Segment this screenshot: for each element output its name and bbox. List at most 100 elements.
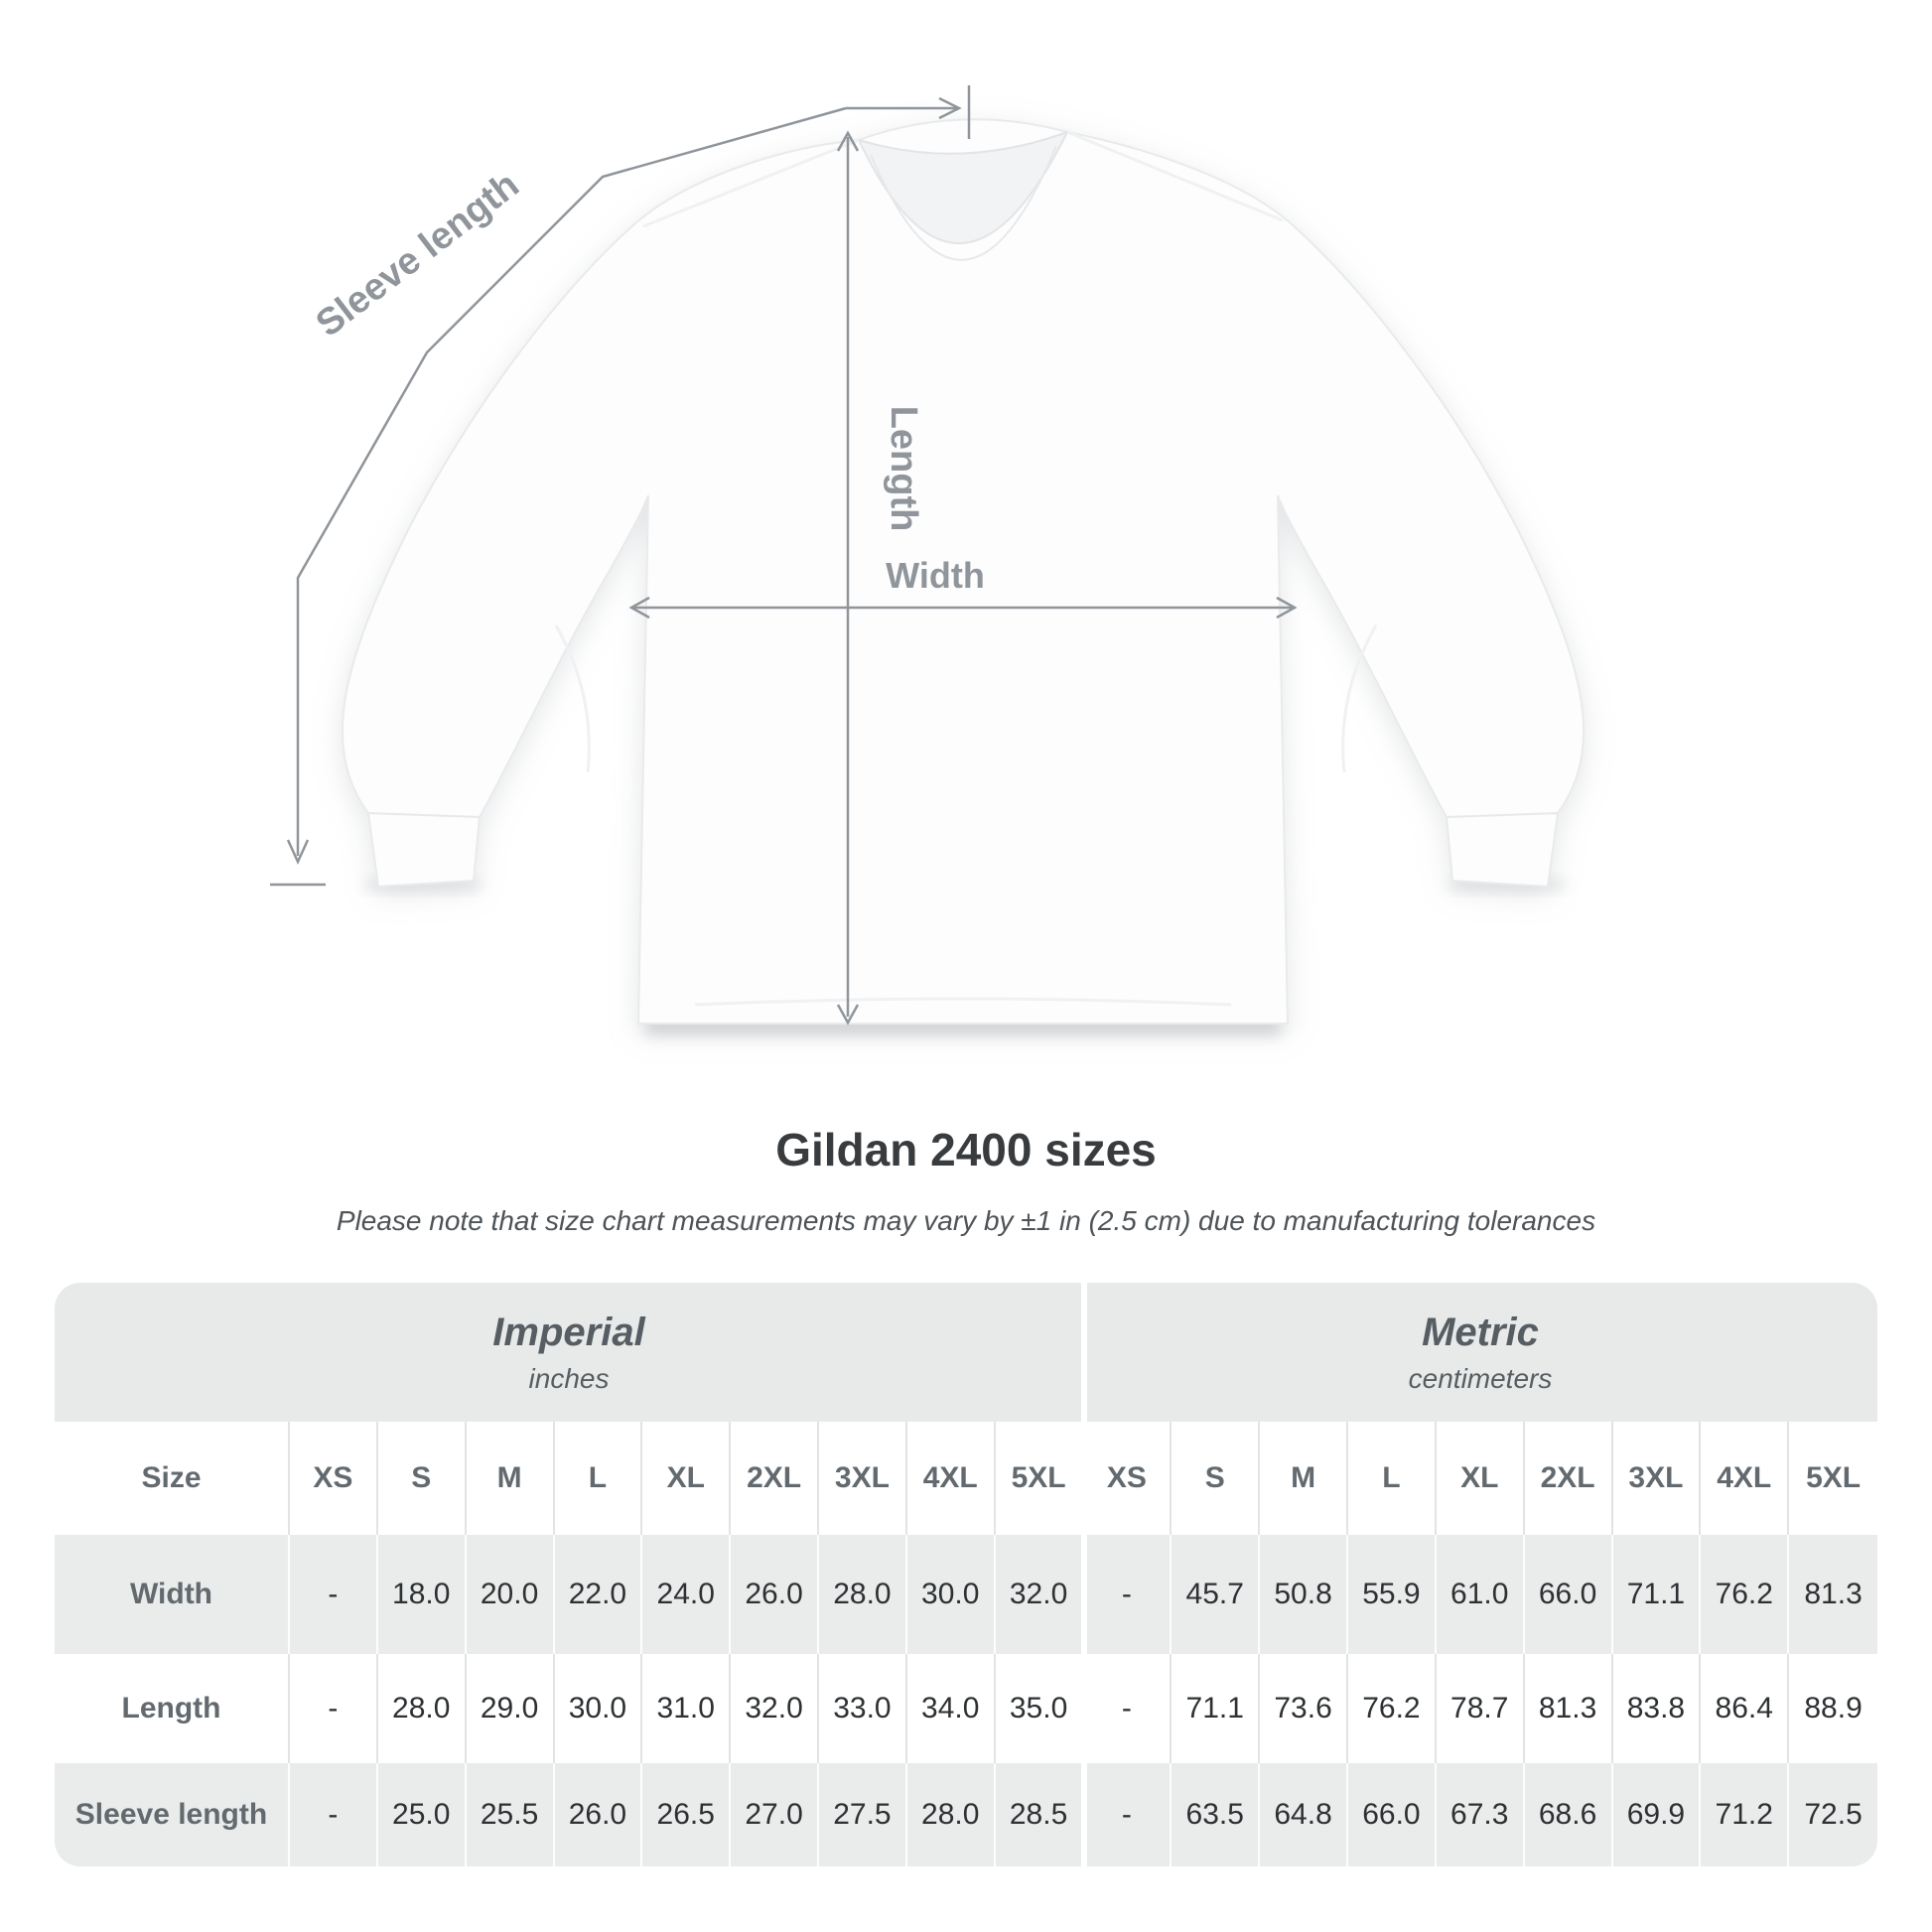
imperial-value: 34.0 [907, 1654, 996, 1763]
metric-value: 61.0 [1437, 1535, 1525, 1654]
imperial-value: 20.0 [467, 1535, 555, 1654]
width-arrow-left-icon [628, 596, 650, 620]
metric-value: 72.5 [1804, 1798, 1863, 1831]
right-cuff-seam [1446, 812, 1559, 818]
imperial-value: - [290, 1654, 378, 1763]
imperial-value: 25.0 [378, 1763, 467, 1866]
row-header: Size XS S M L XL 2XL 3XL 4XL 5XL XS S M L XL 2XL 3XL 4XL 5… [55, 1422, 1877, 1535]
size-col-metric-xs: XS [1084, 1422, 1173, 1535]
imperial-value: 27.0 [731, 1763, 819, 1866]
size-col-metric-3xl: 3XL [1613, 1422, 1702, 1535]
row-label: Sleeve length [55, 1763, 290, 1866]
metric-value: 81.3 [1525, 1654, 1613, 1763]
size-col-imperial-m: M [467, 1422, 555, 1535]
page-title: Gildan 2400 sizes [775, 1124, 1157, 1175]
imperial-value: 28.0 [378, 1654, 467, 1763]
metric-value: 63.5 [1172, 1763, 1261, 1866]
metric-value: 64.8 [1260, 1763, 1348, 1866]
imperial-band: Imperial inches [55, 1283, 1083, 1422]
measurement-lines [270, 85, 1298, 1026]
metric-value: 88.9 [1804, 1692, 1863, 1725]
page-subtitle: Please note that size chart measurements… [336, 1205, 1596, 1236]
size-header-cell: Size [55, 1422, 290, 1535]
row-label: Width [55, 1535, 290, 1654]
metric-value: 78.7 [1437, 1654, 1525, 1763]
size-col-imperial-5xl: 5XL [996, 1422, 1084, 1535]
imperial-value: 29.0 [467, 1654, 555, 1763]
length-label: Length [883, 406, 924, 532]
size-col-metric-l: L [1348, 1422, 1437, 1535]
imperial-value: 33.0 [819, 1654, 907, 1763]
right-shoulder-seam [1066, 130, 1284, 222]
metric-value: 86.4 [1701, 1654, 1790, 1763]
metric-band: Metric centimeters [1083, 1283, 1877, 1422]
row-label: Length [55, 1654, 290, 1763]
metric-value: 66.0 [1348, 1763, 1437, 1866]
size-col-imperial-xs: XS [290, 1422, 378, 1535]
size-col-metric-5xl: 5XL [1806, 1461, 1862, 1494]
imperial-value: 26.0 [731, 1535, 819, 1654]
metric-title: Metric [1422, 1310, 1539, 1354]
metric-value: 66.0 [1525, 1535, 1613, 1654]
row-s: Sleeve length -25.0 25.5 26.0 26.5 27.0 27.5 28… [55, 1763, 1877, 1866]
imperial-value: 28.0 [907, 1763, 996, 1866]
metric-value: 83.8 [1613, 1654, 1702, 1763]
imperial-value: 28.0 [819, 1535, 907, 1654]
metric-value: 71.2 [1701, 1763, 1790, 1866]
width-arrow-right-icon [1276, 596, 1298, 620]
table-rows: Size XS S M L XL 2XL 3XL 4XL 5XL XS S M L XL 2XL 3XL 4XL 5… [55, 1422, 1877, 1866]
size-col-metric-s: S [1172, 1422, 1261, 1535]
imperial-value: - [290, 1763, 378, 1866]
sleeve-length-label: Sleeve length [309, 164, 527, 345]
row-w: Width -18.0 20.0 22.0 24.0 26.0 28.0 30.0 32.0-4… [55, 1535, 1877, 1654]
size-col-imperial-4xl: 4XL [907, 1422, 996, 1535]
metric-value: 73.6 [1260, 1654, 1348, 1763]
metric-value: 69.9 [1613, 1763, 1702, 1866]
sleeve-arrow-right-icon [938, 96, 962, 120]
imperial-value: 26.0 [555, 1763, 643, 1866]
row-l: Length -28.0 29.0 30.0 31.0 32.0 33.0 34.0 35.0-… [55, 1654, 1877, 1763]
imperial-value: 25.5 [467, 1763, 555, 1866]
size-col-metric-2xl: 2XL [1525, 1422, 1613, 1535]
metric-value: 55.9 [1348, 1535, 1437, 1654]
sleeve-length-line [296, 106, 847, 856]
imperial-title: Imperial [492, 1310, 645, 1354]
metric-value: 45.7 [1172, 1535, 1261, 1654]
metric-value: - [1084, 1763, 1173, 1866]
size-col-imperial-s: S [378, 1422, 467, 1535]
imperial-metric-divider [1081, 1283, 1087, 1866]
sleeve-arrow-down-icon [286, 839, 310, 866]
metric-value: 68.6 [1525, 1763, 1613, 1866]
shirt-graphic [341, 118, 1586, 1025]
imperial-unit: inches [528, 1362, 610, 1394]
hem-stitch [694, 997, 1232, 1007]
imperial-value: 32.0 [996, 1535, 1084, 1654]
size-table: Imperial inches Metric centimeters Size X… [55, 1283, 1877, 1866]
size-col-imperial-xl: XL [642, 1422, 732, 1535]
sleeve-fold-right [1341, 624, 1378, 773]
imperial-value: 28.5 [996, 1763, 1084, 1866]
metric-value: 76.2 [1348, 1654, 1437, 1763]
shirt-measurement-diagram: Sleeve length Length Width [270, 85, 1586, 1035]
size-col-imperial-3xl: 3XL [819, 1422, 907, 1535]
imperial-value: 18.0 [378, 1535, 467, 1654]
length-arrow-down-icon [836, 1004, 860, 1026]
metric-value: 71.1 [1613, 1535, 1702, 1654]
collar-opening [857, 130, 1070, 244]
metric-value: 76.2 [1701, 1535, 1790, 1654]
imperial-value: 30.0 [907, 1535, 996, 1654]
size-col-metric-4xl: 4XL [1701, 1422, 1790, 1535]
imperial-value: 35.0 [996, 1654, 1084, 1763]
imperial-value: 24.0 [642, 1535, 732, 1654]
imperial-value: 30.0 [555, 1654, 643, 1763]
imperial-value: 27.5 [819, 1763, 907, 1866]
imperial-value: 32.0 [731, 1654, 819, 1763]
metric-value: 71.1 [1172, 1654, 1261, 1763]
imperial-value: 26.5 [642, 1763, 732, 1866]
metric-value: 67.3 [1437, 1763, 1525, 1866]
left-shoulder-seam [642, 138, 860, 228]
size-col-imperial-2xl: 2XL [731, 1422, 819, 1535]
width-label: Width [886, 555, 985, 596]
imperial-value: 22.0 [555, 1535, 643, 1654]
